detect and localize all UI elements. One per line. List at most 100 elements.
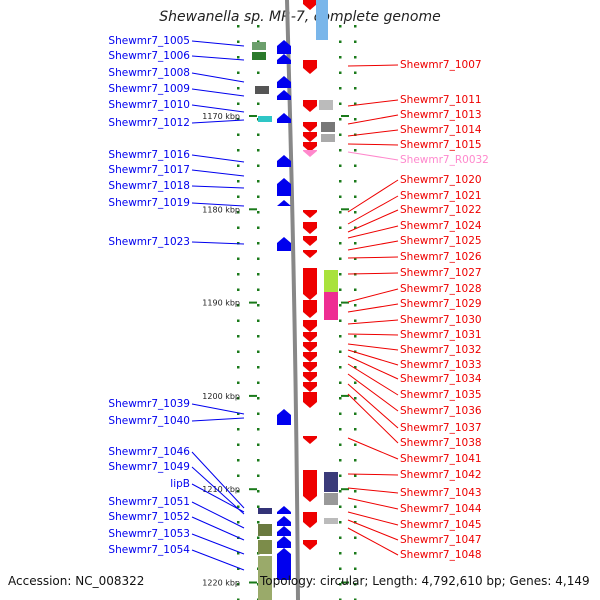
forward-gene-arrow[interactable] [277, 54, 291, 64]
gene-label[interactable]: Shewmr7_1044 [400, 503, 482, 515]
reverse-gene-arrow[interactable] [303, 382, 317, 392]
reverse-gene-arrow[interactable] [303, 236, 317, 246]
reverse-gene-arrow[interactable] [303, 540, 317, 550]
forward-gene-arrow[interactable] [277, 40, 291, 54]
forward-gene-arrow[interactable] [277, 113, 291, 123]
forward-gene-arrow[interactable] [277, 76, 291, 88]
forward-gene-arrow[interactable] [277, 90, 291, 100]
rna-label[interactable]: Shewmr7_R0032 [400, 154, 489, 166]
reverse-gene-arrow[interactable] [303, 268, 317, 300]
reverse-gene-arrow[interactable] [303, 142, 317, 152]
reverse-gene-arrow[interactable] [303, 392, 317, 408]
reverse-gene-arrow[interactable] [303, 150, 317, 157]
gene-label[interactable]: Shewmr7_1036 [400, 405, 482, 417]
reverse-gene-arrow[interactable] [303, 60, 317, 74]
gene-label[interactable]: Shewmr7_1049 [108, 461, 190, 473]
gene-label[interactable]: Shewmr7_1028 [400, 283, 482, 295]
domain-block[interactable] [258, 116, 272, 122]
gene-label[interactable]: Shewmr7_1008 [108, 67, 190, 79]
gene-label[interactable]: Shewmr7_1020 [400, 174, 482, 186]
domain-block[interactable] [321, 122, 335, 132]
domain-block[interactable] [324, 270, 338, 292]
domain-block[interactable] [324, 518, 338, 524]
gene-label[interactable]: Shewmr7_1011 [400, 94, 482, 106]
gene-label[interactable]: Shewmr7_1039 [108, 398, 190, 410]
reverse-gene-arrow[interactable] [303, 210, 317, 218]
forward-gene-arrow[interactable] [277, 200, 291, 206]
gene-label[interactable]: Shewmr7_1012 [108, 117, 190, 129]
gene-label[interactable]: Shewmr7_1047 [400, 534, 482, 546]
reverse-gene-arrow[interactable] [303, 436, 317, 444]
reverse-gene-arrow[interactable] [303, 470, 317, 502]
gene-label[interactable]: Shewmr7_1024 [400, 220, 482, 232]
reverse-gene-arrow[interactable] [303, 332, 317, 342]
reverse-gene-arrow[interactable] [303, 352, 317, 362]
reverse-gene-arrow[interactable] [303, 512, 317, 528]
gene-label[interactable]: Shewmr7_1025 [400, 235, 482, 247]
gene-label[interactable]: Shewmr7_1009 [108, 83, 190, 95]
forward-gene-arrow[interactable] [277, 536, 291, 548]
domain-block[interactable] [321, 134, 335, 142]
reverse-gene-arrow[interactable] [303, 250, 317, 258]
gene-label[interactable]: Shewmr7_1037 [400, 422, 482, 434]
domain-block[interactable] [324, 472, 338, 492]
gene-label[interactable]: Shewmr7_1054 [108, 544, 190, 556]
gene-label[interactable]: Shewmr7_1035 [400, 389, 482, 401]
domain-block[interactable] [255, 86, 269, 94]
gene-label[interactable]: Shewmr7_1030 [400, 314, 482, 326]
domain-block[interactable] [252, 52, 266, 60]
reverse-gene-arrow[interactable] [303, 342, 317, 352]
gene-label[interactable]: Shewmr7_1043 [400, 487, 482, 499]
gene-label[interactable]: Shewmr7_1018 [108, 180, 190, 192]
gene-label[interactable]: Shewmr7_1026 [400, 251, 482, 263]
domain-block[interactable] [252, 42, 266, 50]
gene-label[interactable]: lipB [170, 478, 190, 490]
gene-label[interactable]: Shewmr7_1027 [400, 267, 482, 279]
reverse-gene-arrow[interactable] [303, 122, 317, 132]
reverse-gene-arrow[interactable] [303, 320, 317, 332]
domain-block[interactable] [258, 540, 272, 554]
domain-block[interactable] [316, 0, 328, 40]
gene-label[interactable]: Shewmr7_1032 [400, 344, 482, 356]
gene-label[interactable]: Shewmr7_1042 [400, 469, 482, 481]
reverse-gene-arrow[interactable] [303, 372, 317, 382]
domain-block[interactable] [324, 493, 338, 505]
reverse-gene-arrow[interactable] [303, 0, 317, 10]
gene-label[interactable]: Shewmr7_1023 [108, 236, 190, 248]
gene-label[interactable]: Shewmr7_1010 [108, 99, 190, 111]
forward-gene-arrow[interactable] [277, 516, 291, 526]
gene-label[interactable]: Shewmr7_1017 [108, 164, 190, 176]
domain-block[interactable] [258, 556, 272, 600]
gene-label[interactable]: Shewmr7_1051 [108, 496, 190, 508]
gene-label[interactable]: Shewmr7_1048 [400, 549, 482, 561]
reverse-gene-arrow[interactable] [303, 100, 317, 112]
gene-label[interactable]: Shewmr7_1040 [108, 415, 190, 427]
gene-label[interactable]: Shewmr7_1022 [400, 204, 482, 216]
gene-label[interactable]: Shewmr7_1038 [400, 437, 482, 449]
gene-label[interactable]: Shewmr7_1005 [108, 35, 190, 47]
gene-label[interactable]: Shewmr7_1053 [108, 528, 190, 540]
forward-gene-arrow[interactable] [277, 178, 291, 196]
forward-gene-arrow[interactable] [277, 506, 291, 514]
gene-label[interactable]: Shewmr7_1034 [400, 373, 482, 385]
reverse-gene-arrow[interactable] [303, 362, 317, 372]
domain-block[interactable] [258, 524, 272, 536]
gene-label[interactable]: Shewmr7_1019 [108, 197, 190, 209]
gene-label[interactable]: Shewmr7_1015 [400, 139, 482, 151]
forward-gene-arrow[interactable] [277, 155, 291, 167]
reverse-gene-arrow[interactable] [303, 222, 317, 234]
forward-gene-arrow[interactable] [277, 526, 291, 536]
forward-gene-arrow[interactable] [277, 237, 291, 251]
gene-label[interactable]: Shewmr7_1007 [400, 59, 482, 71]
gene-label[interactable]: Shewmr7_1052 [108, 511, 190, 523]
forward-gene-arrow[interactable] [277, 409, 291, 425]
gene-label[interactable]: Shewmr7_1014 [400, 124, 482, 136]
domain-block[interactable] [258, 508, 272, 514]
gene-label[interactable]: Shewmr7_1013 [400, 109, 482, 121]
gene-label[interactable]: Shewmr7_1045 [400, 519, 482, 531]
forward-gene-arrow[interactable] [277, 548, 291, 580]
gene-label[interactable]: Shewmr7_1041 [400, 453, 482, 465]
gene-label[interactable]: Shewmr7_1016 [108, 149, 190, 161]
gene-label[interactable]: Shewmr7_1029 [400, 298, 482, 310]
